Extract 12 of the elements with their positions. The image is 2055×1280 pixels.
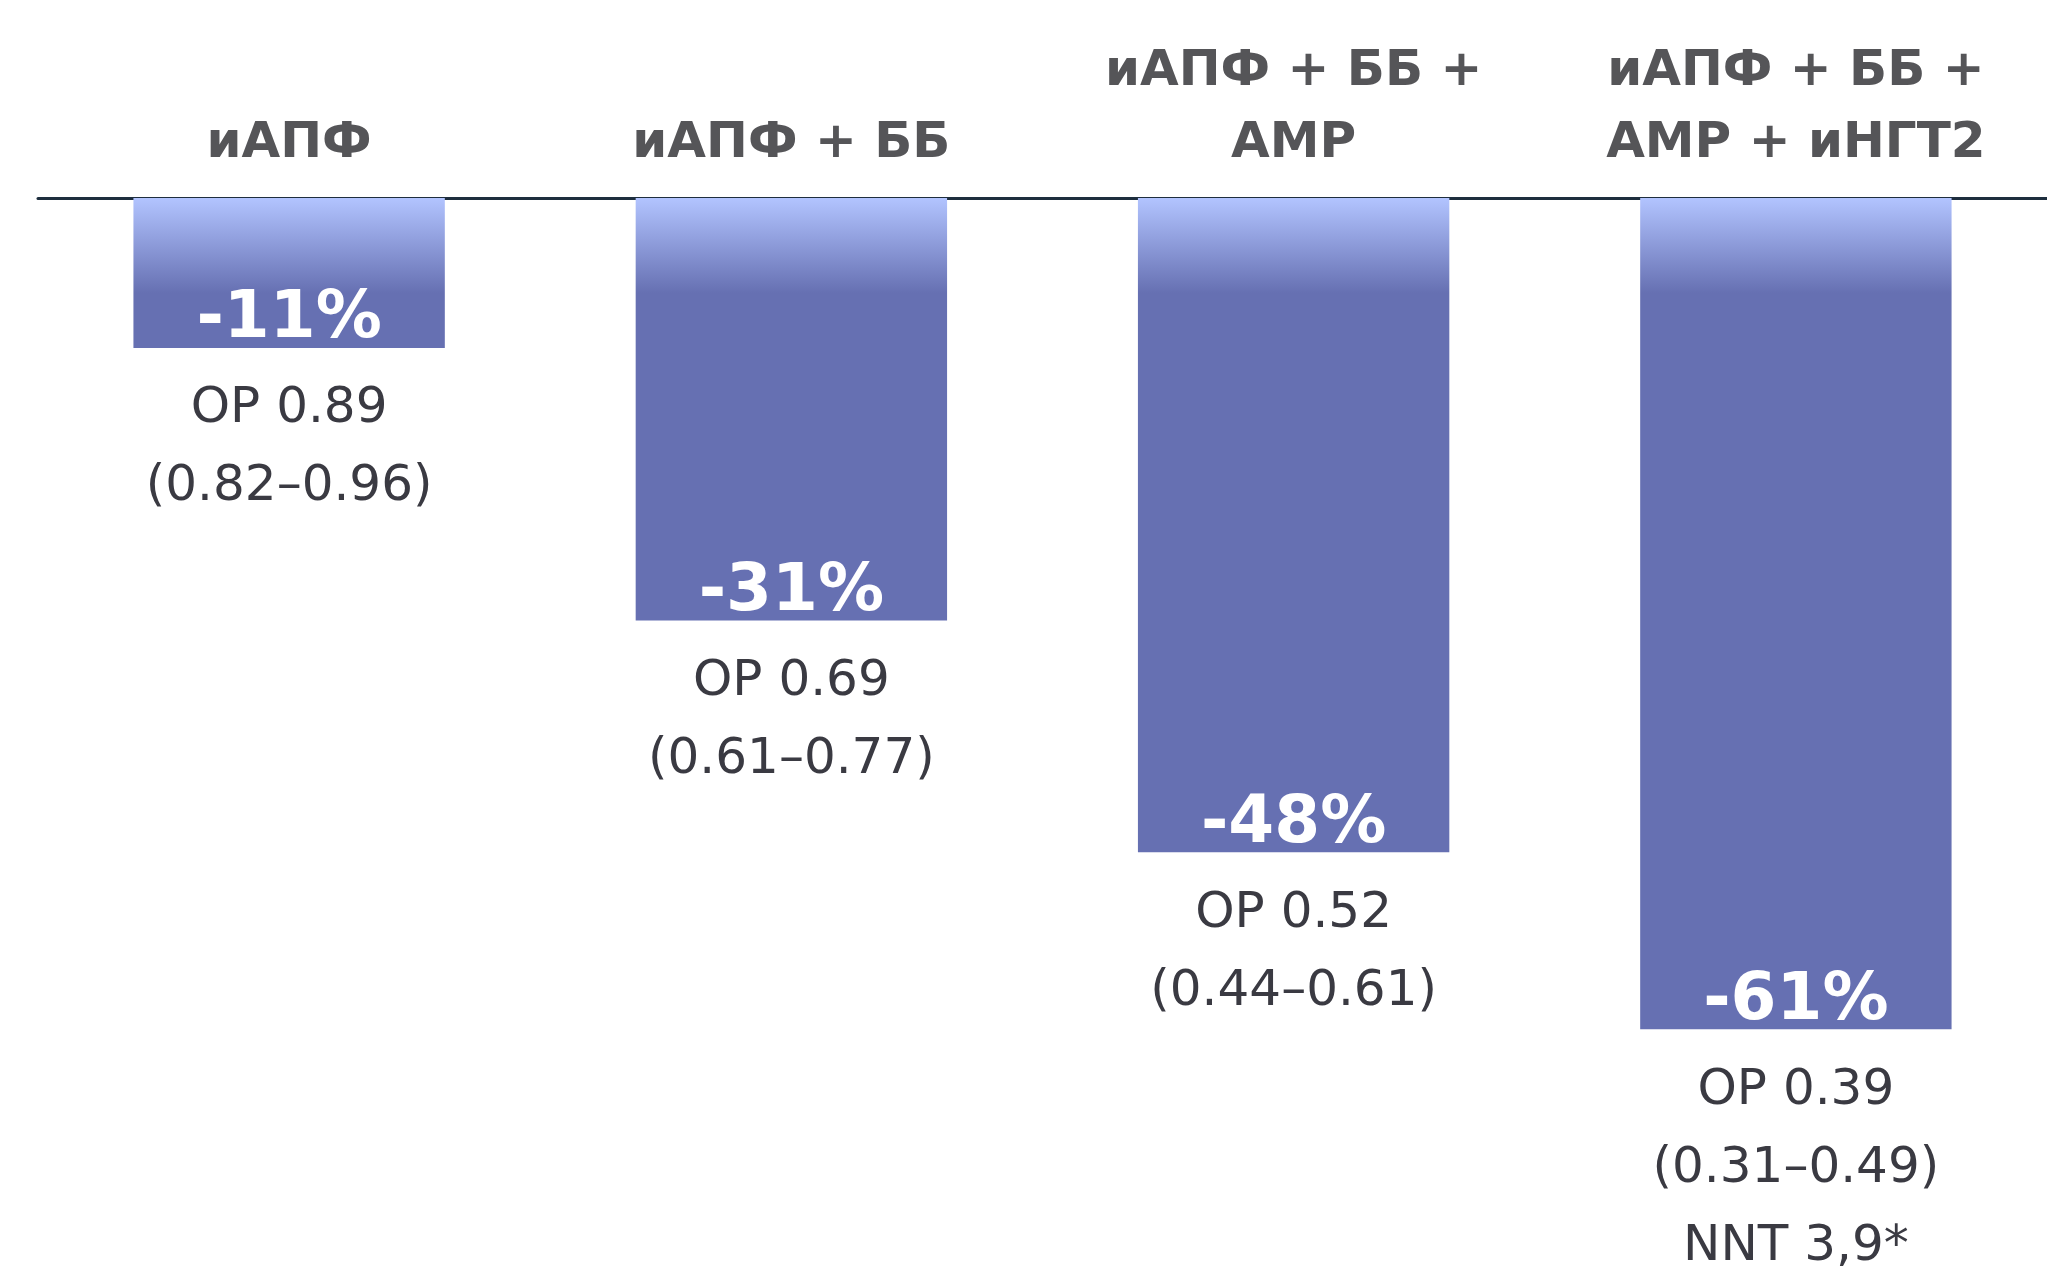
annotation: ОР 0.52 (0.44–0.61) (1150, 880, 1437, 1017)
data-label: -11% (196, 276, 382, 354)
x-tick-label: иАПФ + ББ + АМР (1104, 39, 1483, 169)
data-label: -31% (698, 548, 885, 626)
annotation: ОР 0.69 (0.61–0.77) (648, 648, 935, 785)
x-tick-label: иАПФ + ББ + АМР + иНГТ2 (1606, 39, 1986, 169)
annotation: ОР 0.39 (0.31–0.49) NNT 3,9* (1652, 1057, 1940, 1272)
x-tick-label: иАПФ + ББ (632, 111, 951, 169)
data-label: -61% (1703, 957, 1889, 1035)
data-label: -48% (1200, 780, 1387, 858)
x-tick-label: иАПФ (206, 111, 372, 169)
annotation: ОР 0.89 (0.82–0.96) (145, 376, 433, 513)
